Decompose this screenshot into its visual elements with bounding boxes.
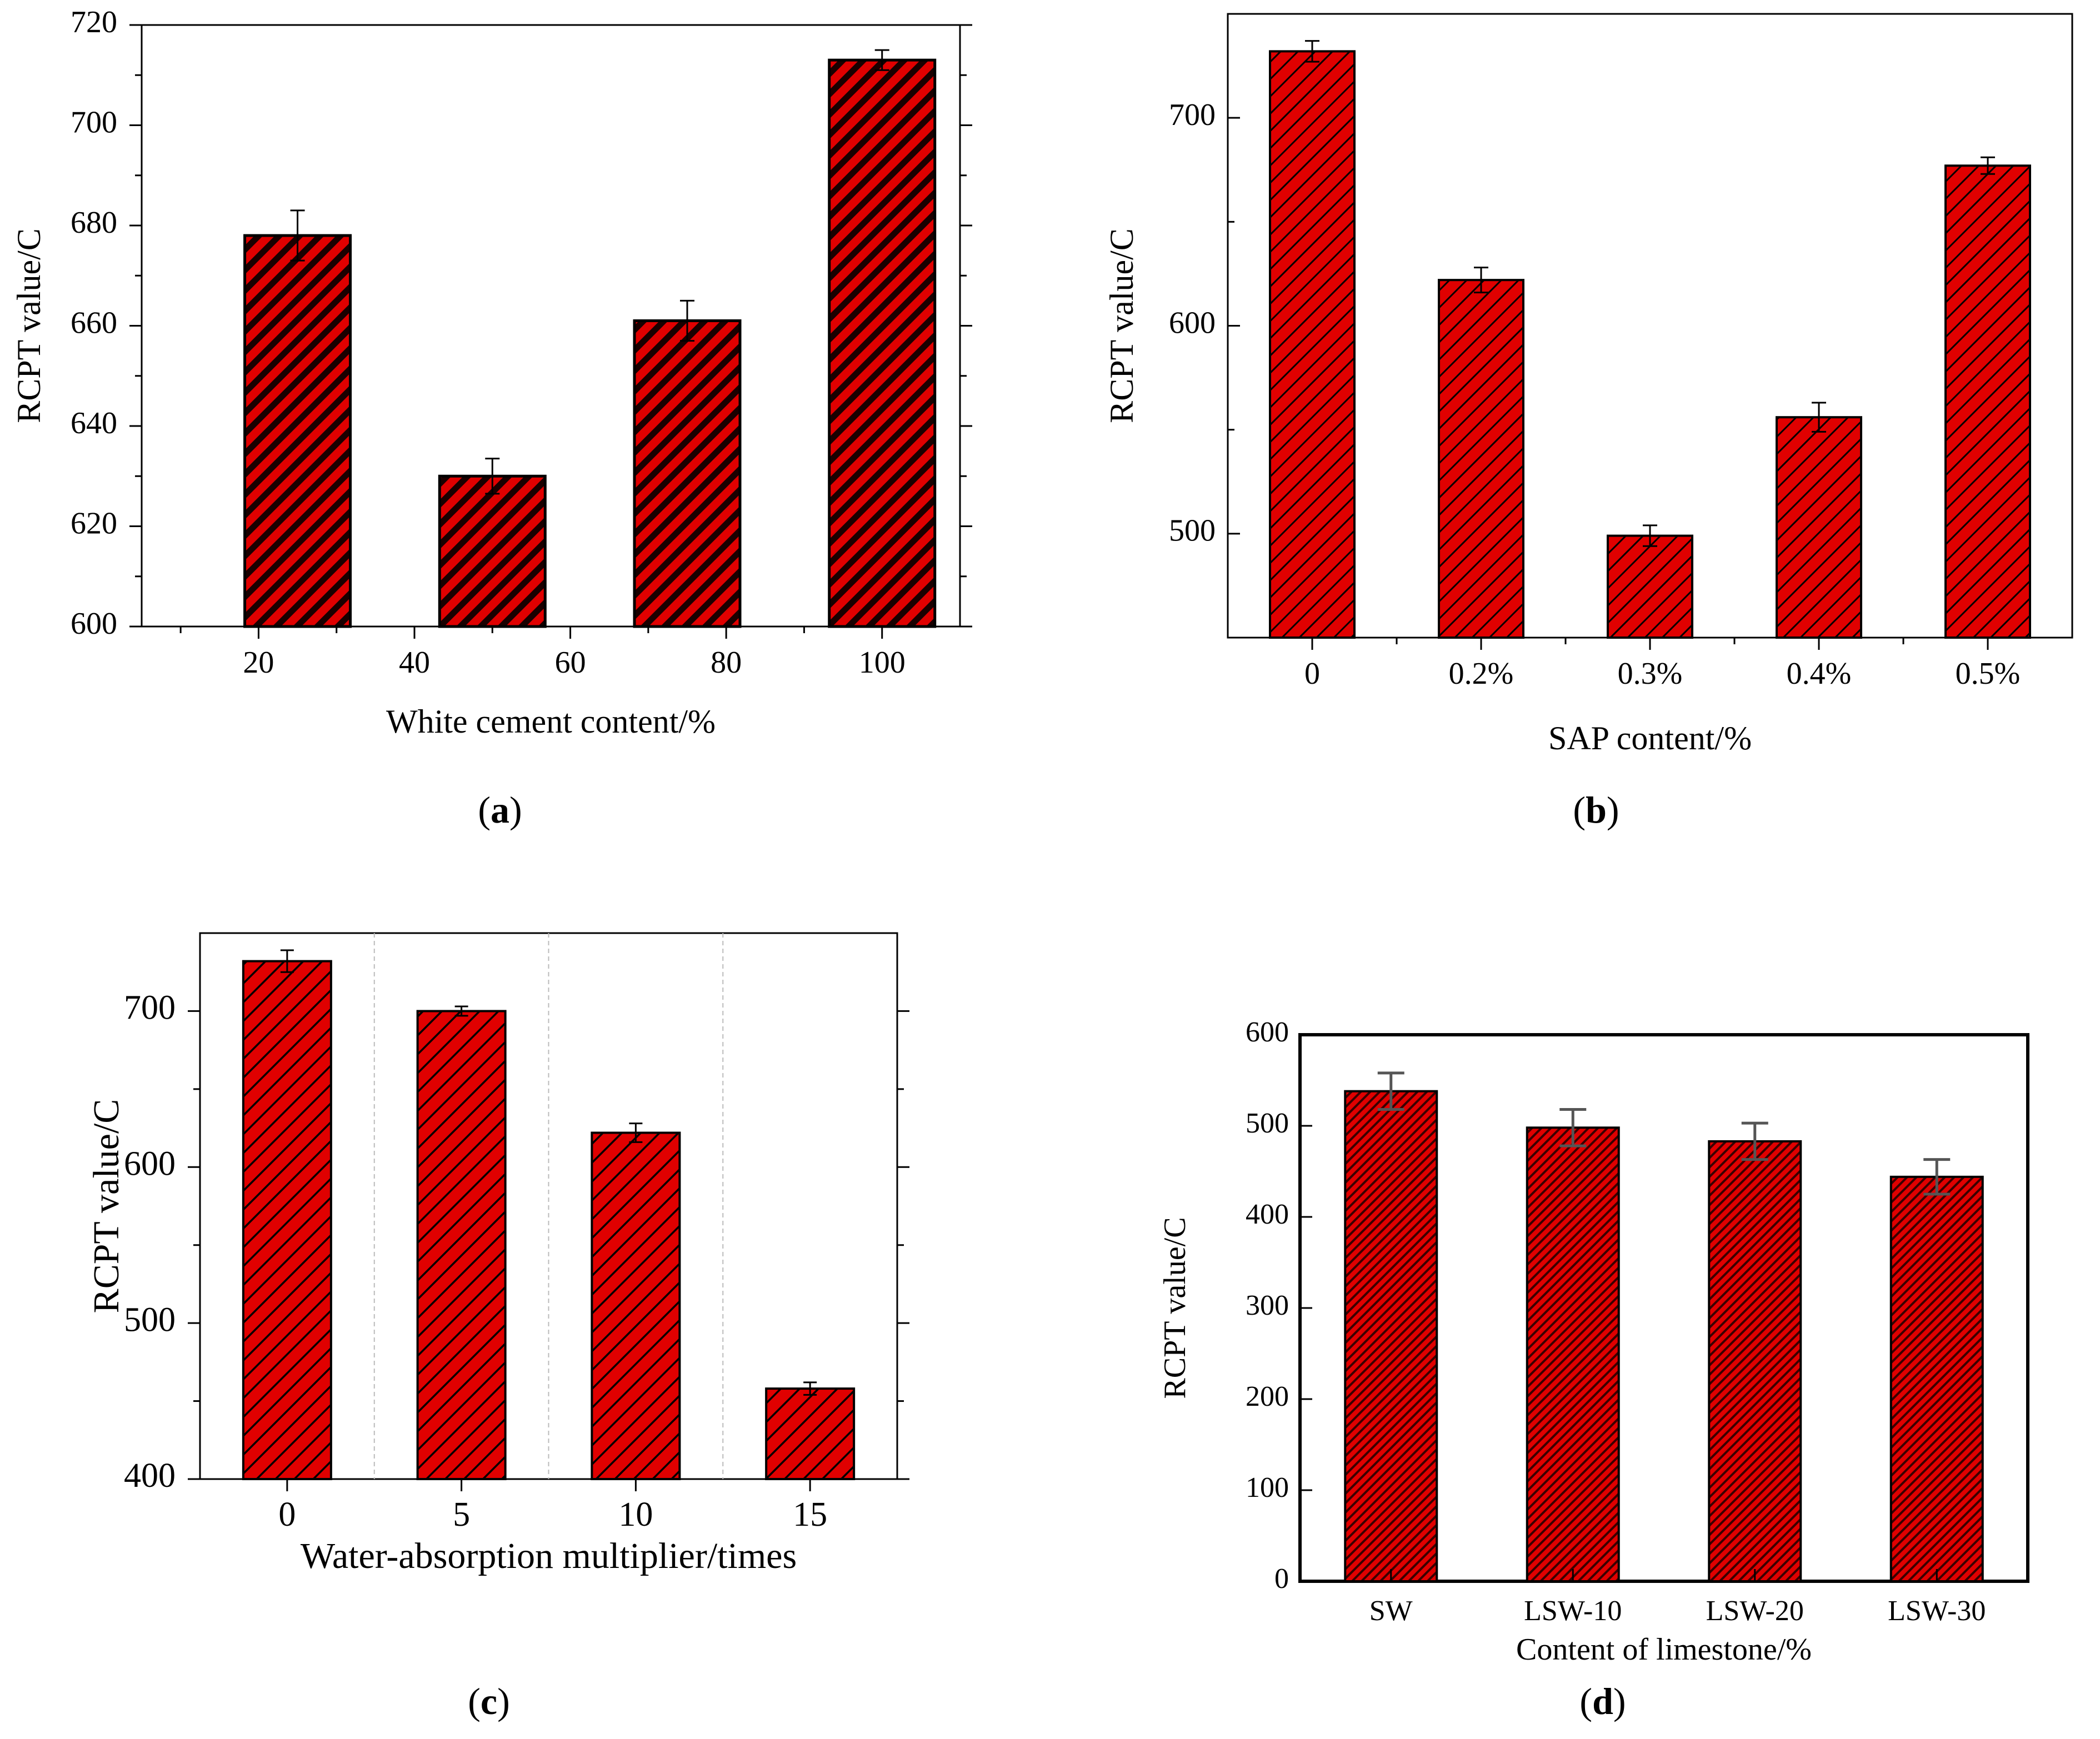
x-tick-label: LSW-10	[1524, 1595, 1622, 1627]
y-tick-label: 720	[71, 5, 117, 39]
y-tick-label: 400	[124, 1457, 176, 1495]
bar	[828, 58, 937, 628]
x-axis-title: Content of limestone/%	[1516, 1632, 1812, 1667]
bar	[1607, 534, 1693, 639]
panel-a: 600 620 640 660 680 700 720 20 40 60 80 100 White ce…	[11, 5, 972, 831]
y-tick-label: 100	[1246, 1472, 1289, 1504]
bar	[591, 1131, 681, 1481]
x-tick-label: 100	[859, 645, 906, 680]
panel-d: 0 100 200 300 400 500 600 SW LSW-10 LSW-20 LSW-30 C…	[1158, 1016, 2029, 1722]
x-axis-title: SAP content/%	[1548, 720, 1752, 756]
bar	[1708, 1140, 1802, 1582]
bar	[1269, 50, 1356, 639]
x-tick-label: 0.4%	[1787, 656, 1852, 691]
panel-label: (a)	[478, 789, 522, 831]
y-tick-label: 600	[1246, 1016, 1289, 1048]
panel-b: 500 600 700 0 0.2% 0.3% 0.4% 0.5% SAP content/% R…	[1103, 13, 2073, 831]
y-tick-label: 680	[71, 206, 117, 240]
x-tick-label: 10	[618, 1496, 653, 1533]
y-tick-label: 700	[124, 989, 176, 1027]
y-tick-label: 200	[1246, 1381, 1289, 1412]
bar	[1438, 279, 1524, 639]
x-tick-label: LSW-20	[1706, 1595, 1804, 1627]
bar	[242, 960, 332, 1481]
x-tick-label: 5	[453, 1496, 470, 1533]
y-tick-label: 600	[71, 607, 117, 641]
x-tick-label: 0.5%	[1956, 656, 2021, 691]
y-tick-label: 620	[71, 506, 117, 540]
x-tick-label: 0	[278, 1496, 296, 1533]
y-tick-label: 500	[124, 1301, 176, 1339]
x-tick-label: 15	[793, 1496, 827, 1533]
x-tick-label: LSW-30	[1888, 1595, 1986, 1627]
x-tick-label: SW	[1369, 1595, 1413, 1627]
bar	[1889, 1175, 1984, 1583]
y-tick-label: 500	[1169, 514, 1216, 548]
y-tick-label: 500	[1246, 1107, 1289, 1139]
bar	[1526, 1126, 1620, 1582]
x-axis-title: Water-absorption multiplier/times	[301, 1536, 797, 1576]
bar	[1776, 416, 1862, 639]
y-tick-label: 660	[71, 305, 117, 340]
y-tick-label: 300	[1246, 1290, 1289, 1321]
x-tick-label: 0.2%	[1449, 656, 1514, 691]
bar	[1344, 1090, 1438, 1583]
x-tick-label: 60	[555, 645, 586, 680]
y-axis-title: RCPT value/C	[86, 1099, 127, 1314]
y-tick-label: 600	[124, 1145, 176, 1183]
x-tick-label: 80	[711, 645, 742, 680]
y-axis-title: RCPT value/C	[11, 228, 47, 423]
y-tick-label: 640	[71, 406, 117, 440]
y-tick-label: 600	[1169, 305, 1216, 340]
y-tick-label: 700	[1169, 98, 1216, 132]
bar	[416, 1010, 507, 1480]
x-axis-title: White cement content/%	[386, 703, 716, 740]
bar	[438, 474, 547, 628]
panel-label: (b)	[1573, 789, 1619, 831]
x-tick-label: 0	[1304, 656, 1320, 691]
x-tick-label: 20	[243, 645, 274, 680]
x-tick-label: 40	[399, 645, 430, 680]
y-tick-label: 700	[71, 105, 117, 139]
bar	[633, 319, 742, 628]
y-tick-label: 0	[1274, 1563, 1289, 1595]
bar	[1944, 164, 2031, 639]
y-axis-title: RCPT value/C	[1103, 228, 1140, 423]
panel-label: (d)	[1579, 1680, 1626, 1722]
panel-label: (c)	[468, 1680, 510, 1722]
y-axis-title: RCPT value/C	[1158, 1217, 1192, 1399]
y-tick-label: 400	[1246, 1199, 1289, 1230]
bar	[243, 234, 352, 628]
bar	[765, 1387, 856, 1480]
x-tick-label: 0.3%	[1618, 656, 1683, 691]
